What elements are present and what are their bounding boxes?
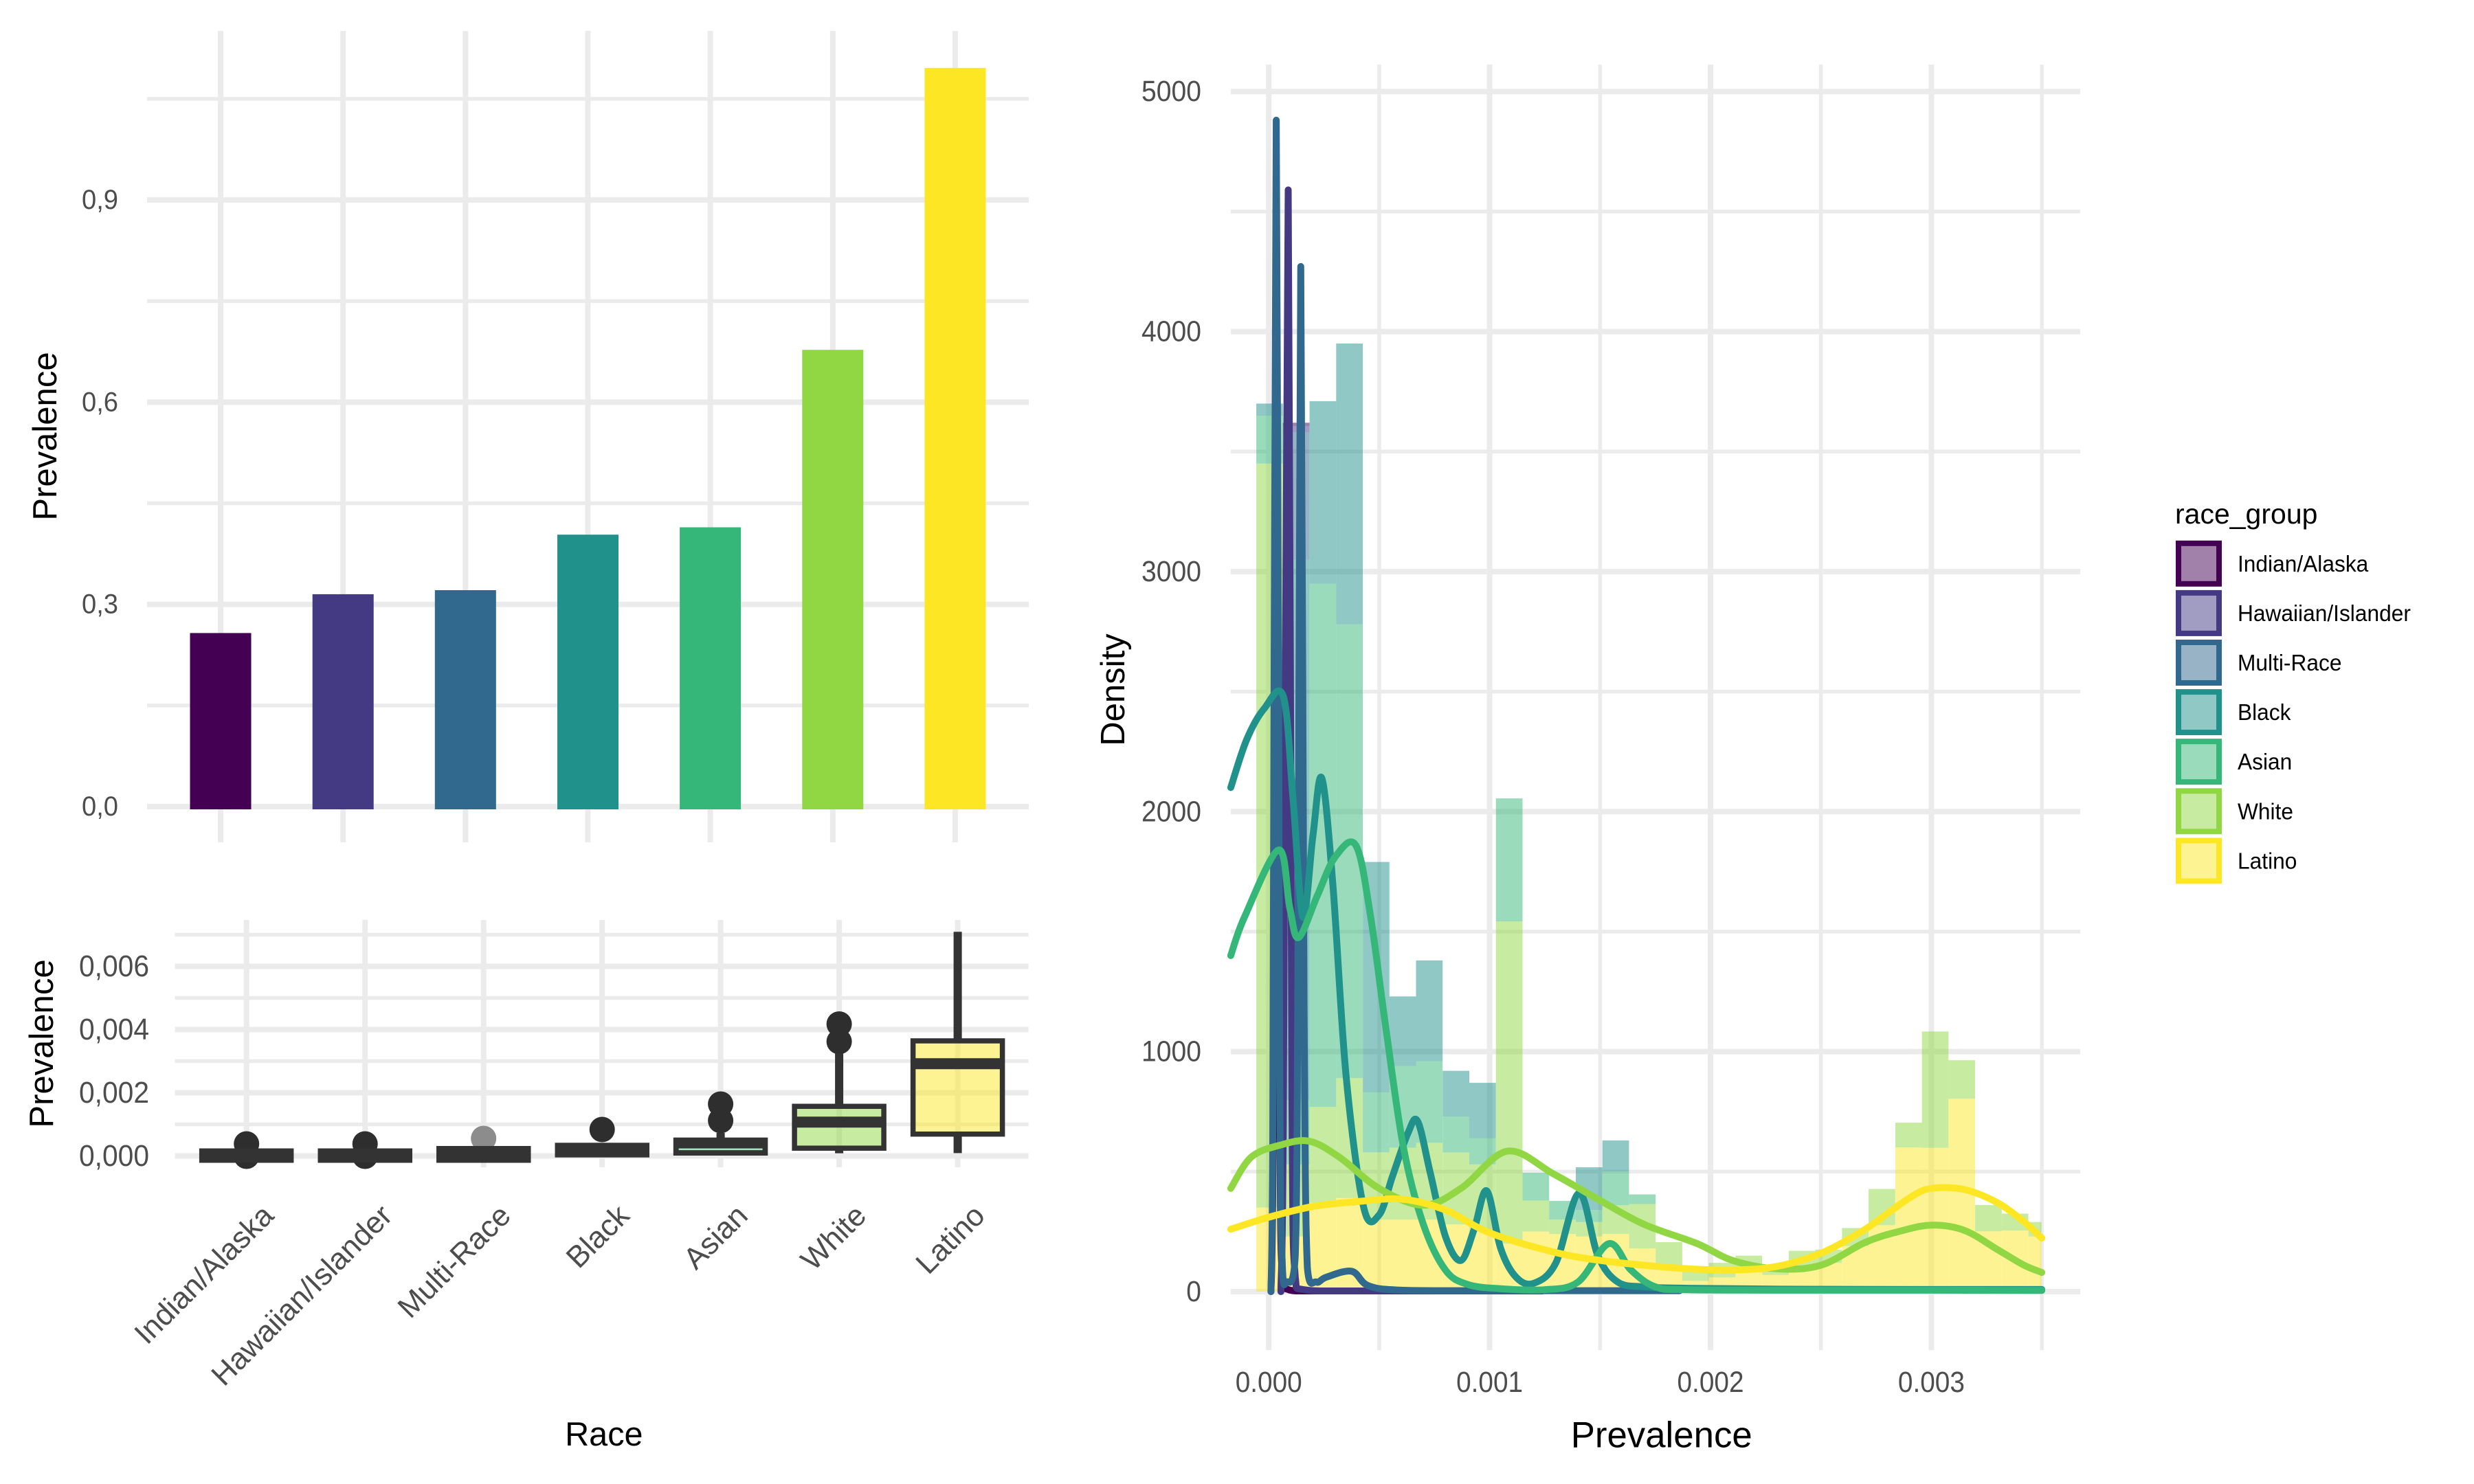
svg-text:0.002: 0.002 [1678, 1366, 1744, 1399]
svg-text:0,9: 0,9 [82, 185, 118, 215]
svg-text:Hawaiian/Islander: Hawaiian/Islander [2238, 600, 2411, 626]
svg-text:0: 0 [1186, 1275, 1201, 1308]
svg-text:Latino: Latino [2238, 848, 2297, 873]
svg-text:Prevalence: Prevalence [23, 959, 60, 1127]
svg-text:race_group: race_group [2175, 498, 2317, 530]
svg-text:0,006: 0,006 [79, 949, 149, 983]
svg-text:0,6: 0,6 [82, 387, 118, 417]
svg-text:Black: Black [2238, 699, 2291, 725]
svg-text:3000: 3000 [1141, 555, 1201, 588]
svg-text:White: White [2238, 798, 2293, 824]
svg-text:5000: 5000 [1141, 75, 1201, 108]
svg-text:0.000: 0.000 [1236, 1366, 1302, 1399]
svg-text:Prevalence: Prevalence [27, 352, 64, 520]
svg-text:0,3: 0,3 [82, 589, 118, 620]
svg-text:0.001: 0.001 [1456, 1366, 1523, 1399]
svg-text:0,004: 0,004 [79, 1013, 149, 1046]
svg-text:Prevalence: Prevalence [1571, 1415, 1752, 1456]
svg-text:2000: 2000 [1141, 795, 1201, 828]
svg-text:Indian/Alaska: Indian/Alaska [2238, 551, 2369, 576]
svg-text:0,002: 0,002 [79, 1076, 149, 1110]
svg-text:0,0: 0,0 [82, 791, 118, 822]
svg-text:4000: 4000 [1141, 315, 1201, 348]
svg-text:Multi-Race: Multi-Race [2238, 650, 2342, 675]
svg-text:0,000: 0,000 [79, 1139, 149, 1173]
svg-text:Density: Density [1095, 633, 1132, 746]
svg-text:Race: Race [565, 1416, 643, 1453]
svg-text:1000: 1000 [1141, 1035, 1201, 1068]
svg-text:0.003: 0.003 [1898, 1366, 1965, 1399]
svg-text:Asian: Asian [2238, 749, 2292, 774]
